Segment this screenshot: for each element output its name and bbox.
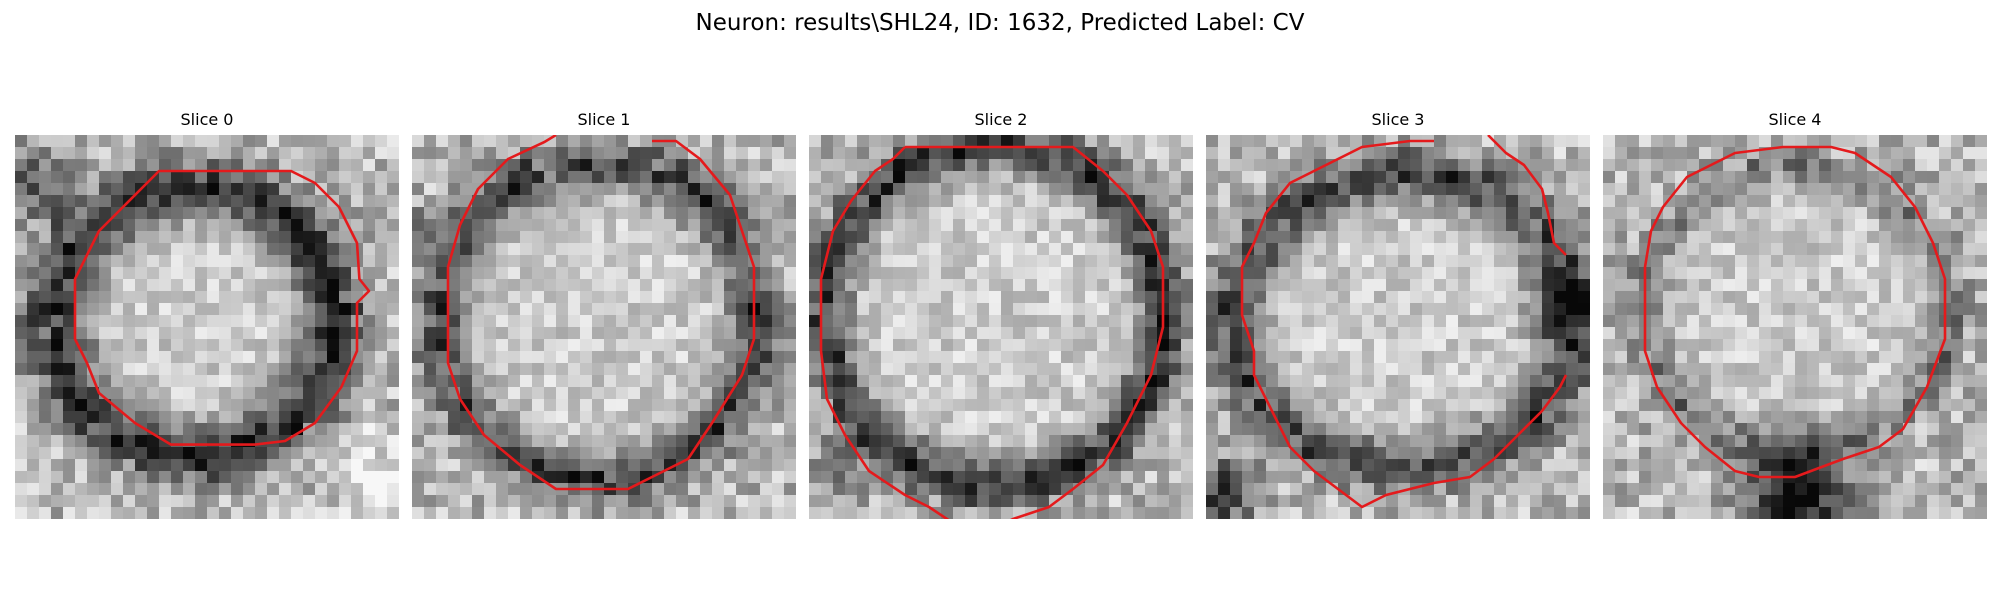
figure-title: Neuron: results\SHL24, ID: 1632, Predict…	[695, 10, 1305, 36]
slice-panel-1: Slice 1	[412, 110, 796, 520]
slice-svg-1	[412, 135, 796, 519]
slice-panel-3: Slice 3	[1206, 110, 1590, 520]
slice-pixels-2	[809, 135, 1193, 519]
slice-panel-0: Slice 0	[15, 110, 399, 520]
contour-1	[446, 135, 756, 491]
slice-image-2	[809, 135, 1193, 519]
slice-title-4: Slice 4	[1768, 110, 1822, 129]
slice-title-0: Slice 0	[180, 110, 234, 129]
slice-title-2: Slice 2	[974, 110, 1028, 129]
slice-svg-3	[1206, 135, 1590, 519]
contour-3	[1240, 139, 1568, 509]
slice-pixels-1	[412, 135, 796, 519]
slice-panel-2: Slice 2	[809, 110, 1193, 520]
slice-pixels-0	[15, 135, 399, 519]
contour-4	[1643, 145, 1947, 479]
slice-svg-2	[809, 135, 1193, 519]
slice-image-0	[15, 135, 399, 519]
slice-image-4	[1603, 135, 1987, 519]
contour-2	[819, 145, 1165, 519]
slice-image-3	[1206, 135, 1590, 519]
slice-image-1	[412, 135, 796, 519]
slice-panel-4: Slice 4	[1603, 110, 1987, 520]
contour-0	[73, 169, 371, 446]
slice-title-3: Slice 3	[1371, 110, 1425, 129]
contour-3-extra-0	[1487, 135, 1567, 256]
slice-svg-4	[1603, 135, 1987, 519]
slice-title-1: Slice 1	[577, 110, 631, 129]
slice-pixels-4	[1603, 135, 1987, 519]
slice-pixels-3	[1206, 135, 1590, 519]
slice-svg-0	[15, 135, 399, 519]
